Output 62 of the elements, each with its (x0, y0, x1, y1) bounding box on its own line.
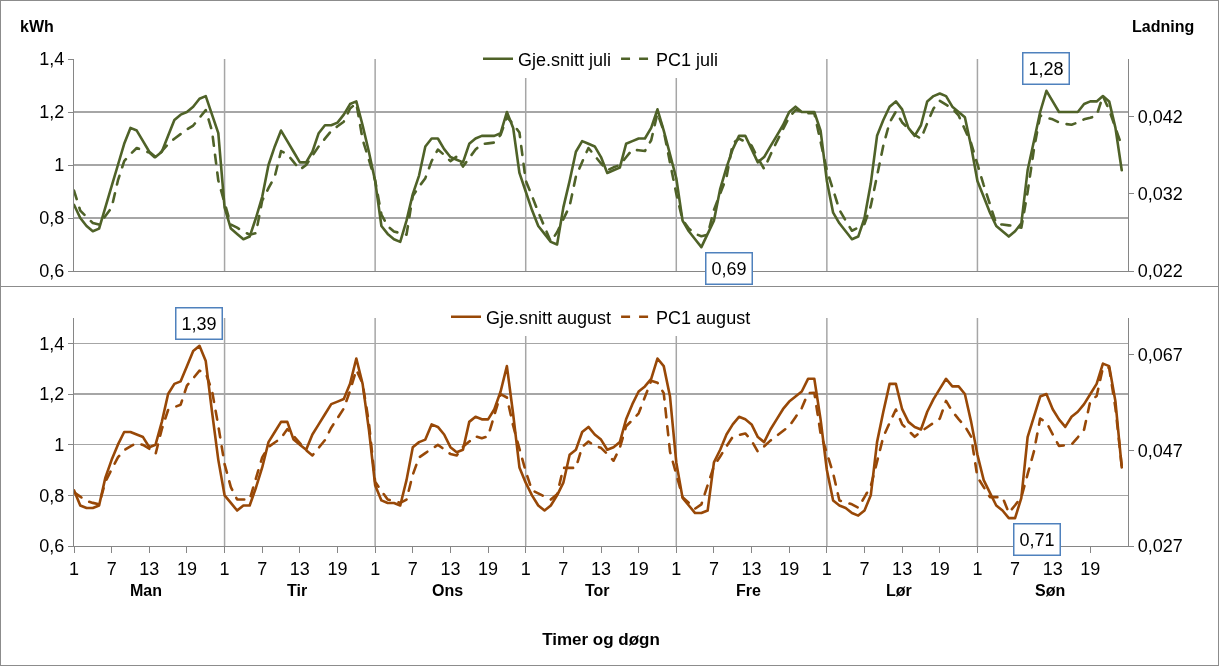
annotation: 0,71 (1019, 529, 1055, 550)
x-tick-label: 7 (1010, 558, 1021, 579)
x-tick-label: 13 (289, 558, 310, 579)
x-tick-label: 19 (176, 558, 197, 579)
text: Man (130, 582, 162, 599)
legend-label: PC1 august (656, 307, 751, 328)
x-tick-label: 13 (741, 558, 762, 579)
y-tick-label: 0,6 (39, 261, 65, 282)
x-tick-label: 1 (972, 558, 983, 579)
x-tick-label: 1 (370, 558, 381, 579)
y-tick-label: 0,8 (39, 485, 65, 506)
x-tick-label: 19 (628, 558, 649, 579)
x-tick-label: 7 (257, 558, 268, 579)
x-tick-label: 19 (478, 558, 499, 579)
x-axis-title: Timer og døgn (542, 630, 660, 650)
y2-tick-label: 0,027 (1137, 536, 1183, 557)
y2-axis-title: Ladning (1132, 18, 1195, 35)
y2-tick-label: 0,042 (1137, 106, 1183, 127)
x-tick-label: 19 (327, 558, 348, 579)
text: Tor (585, 582, 610, 599)
y-tick-label: 1,4 (39, 333, 65, 354)
x-tick-label: 13 (1042, 558, 1063, 579)
x-tick-label: 13 (139, 558, 160, 579)
x-tick-label: 1 (68, 558, 80, 579)
text: Fre (736, 582, 761, 599)
x-tick-label: 13 (892, 558, 913, 579)
x-tick-label: 1 (219, 558, 230, 579)
x-tick-label: 19 (929, 558, 950, 579)
y-tick-label: 1 (54, 434, 65, 455)
text: Lør (886, 582, 912, 599)
x-tick-label: 1 (671, 558, 682, 579)
y-axis-title: kWh (20, 18, 54, 35)
x-tick-label: 7 (407, 558, 418, 579)
text: Ons (432, 582, 464, 599)
x-tick-label: 13 (440, 558, 461, 579)
y2-tick-label: 0,067 (1137, 344, 1183, 365)
y2-tick-label: 0,032 (1137, 183, 1183, 204)
x-tick-label: 7 (708, 558, 719, 579)
annotation: 1,39 (181, 313, 217, 334)
x-tick-label: 13 (590, 558, 612, 579)
legend-label: Gje.snitt juli (518, 49, 612, 70)
x-tick-label: 19 (779, 558, 800, 579)
x-tick-label: 1 (520, 558, 531, 579)
legend-label: Gje.snitt august (486, 307, 612, 328)
text: Tir (287, 582, 308, 599)
legend-label: PC1 juli (656, 49, 719, 70)
annotation: 0,69 (711, 258, 747, 279)
y-tick-label: 1,4 (39, 49, 65, 70)
x-tick-label: 7 (106, 558, 117, 579)
y-tick-label: 1 (54, 155, 65, 176)
y-tick-label: 0,6 (39, 536, 65, 557)
text: Søn (1035, 582, 1066, 599)
x-tick-label: 7 (558, 558, 569, 579)
y-tick-label: 1,2 (39, 102, 65, 123)
y2-tick-label: 0,022 (1137, 261, 1183, 282)
annotation: 1,28 (1028, 58, 1064, 79)
x-tick-label: 19 (1080, 558, 1101, 579)
y-tick-label: 1,2 (39, 384, 65, 405)
y-tick-label: 0,8 (39, 208, 65, 229)
x-tick-label: 1 (821, 558, 832, 579)
y2-tick-label: 0,047 (1137, 440, 1183, 461)
x-tick-label: 7 (859, 558, 870, 579)
